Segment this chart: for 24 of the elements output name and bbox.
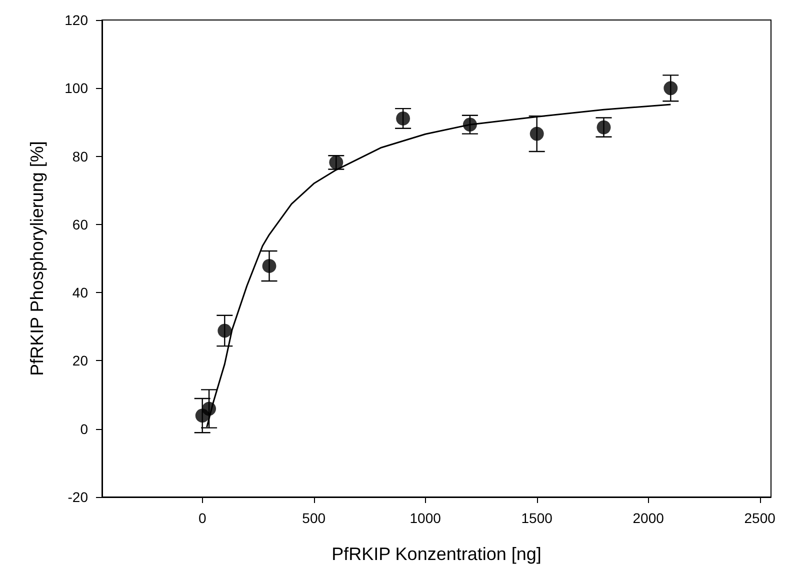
point: [218, 324, 232, 338]
point: [530, 126, 544, 141]
x-tick-label: 1500: [521, 510, 553, 526]
point: [396, 111, 410, 126]
x-tick-label: 2500: [744, 510, 776, 526]
point: [262, 259, 276, 273]
point: [596, 120, 611, 134]
y-tick-label: 20: [72, 352, 88, 369]
x-tick-label: 2000: [632, 510, 664, 526]
x-tick-label: 0: [198, 510, 206, 526]
x-tick-label: 500: [302, 510, 326, 526]
y-tick-label: -20: [68, 489, 88, 505]
x-axis-title: PfRKIP Konzentration [ng]: [332, 544, 542, 564]
y-tick-label: 120: [64, 12, 88, 28]
x-tick-label: 1000: [410, 510, 442, 526]
point: [664, 81, 678, 96]
y-tick-label: 0: [80, 420, 88, 437]
point: [462, 118, 477, 132]
y-tick-label: 40: [72, 284, 88, 301]
y-tick-label: 80: [72, 148, 88, 164]
y-tick-label: 100: [64, 80, 88, 96]
point: [202, 402, 216, 416]
y-tick-label: 60: [72, 216, 88, 232]
y-axis-title: PfRKIP Phosphorylierung [%]: [27, 141, 47, 376]
